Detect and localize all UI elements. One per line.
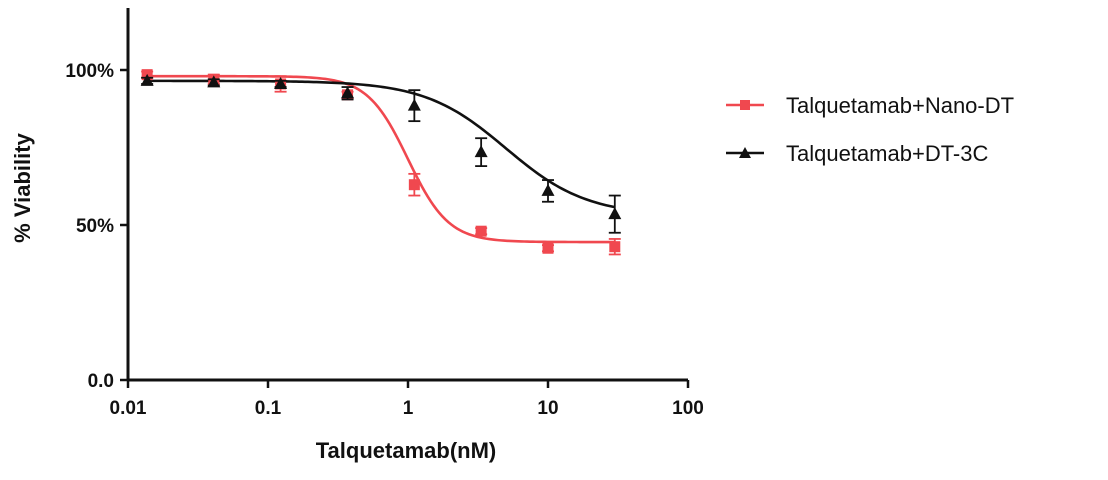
y-tick-label: 0.0 bbox=[88, 371, 114, 392]
data-point-square bbox=[408, 179, 420, 191]
data-point-square bbox=[475, 225, 487, 237]
fit-curves bbox=[147, 74, 616, 244]
ticks: 0.01 0.1 1 10 100 0.0 50% 100% bbox=[65, 61, 703, 419]
y-axis-title: % Viability bbox=[10, 132, 35, 242]
y-tick-label: 100% bbox=[65, 61, 114, 82]
legend: Talquetamab+Nano-DT Talquetamab+DT-3C bbox=[726, 93, 1014, 166]
data-point-square bbox=[609, 241, 621, 253]
data-points bbox=[140, 69, 622, 256]
y-tick-label: 50% bbox=[76, 216, 114, 237]
legend-marker-dt-3c bbox=[739, 147, 751, 158]
data-point-triangle bbox=[541, 183, 555, 196]
legend-label-dt-3c: Talquetamab+DT-3C bbox=[786, 141, 988, 166]
data-point-triangle bbox=[274, 76, 288, 89]
x-axis-title: Talquetamab(nM) bbox=[316, 438, 496, 463]
x-tick-label: 100 bbox=[672, 398, 704, 419]
x-tick-label: 1 bbox=[403, 398, 414, 419]
data-point-triangle bbox=[341, 86, 355, 99]
legend-marker-nano-dt bbox=[740, 100, 750, 110]
data-point-triangle bbox=[207, 75, 221, 88]
legend-item-nano-dt: Talquetamab+Nano-DT bbox=[726, 93, 1014, 118]
legend-label-nano-dt: Talquetamab+Nano-DT bbox=[786, 93, 1014, 118]
fit-curve-1 bbox=[147, 79, 616, 209]
x-tick-label: 10 bbox=[537, 398, 558, 419]
axes bbox=[126, 8, 688, 382]
fit-curve-0 bbox=[147, 74, 615, 244]
data-point-triangle bbox=[474, 145, 488, 158]
data-point-triangle bbox=[407, 98, 421, 111]
legend-item-dt-3c: Talquetamab+DT-3C bbox=[726, 141, 988, 166]
data-point-square bbox=[542, 242, 554, 254]
x-tick-label: 0.01 bbox=[110, 398, 147, 419]
data-point-triangle bbox=[608, 207, 622, 220]
x-tick-label: 0.1 bbox=[255, 398, 282, 419]
data-point-triangle bbox=[140, 73, 154, 86]
